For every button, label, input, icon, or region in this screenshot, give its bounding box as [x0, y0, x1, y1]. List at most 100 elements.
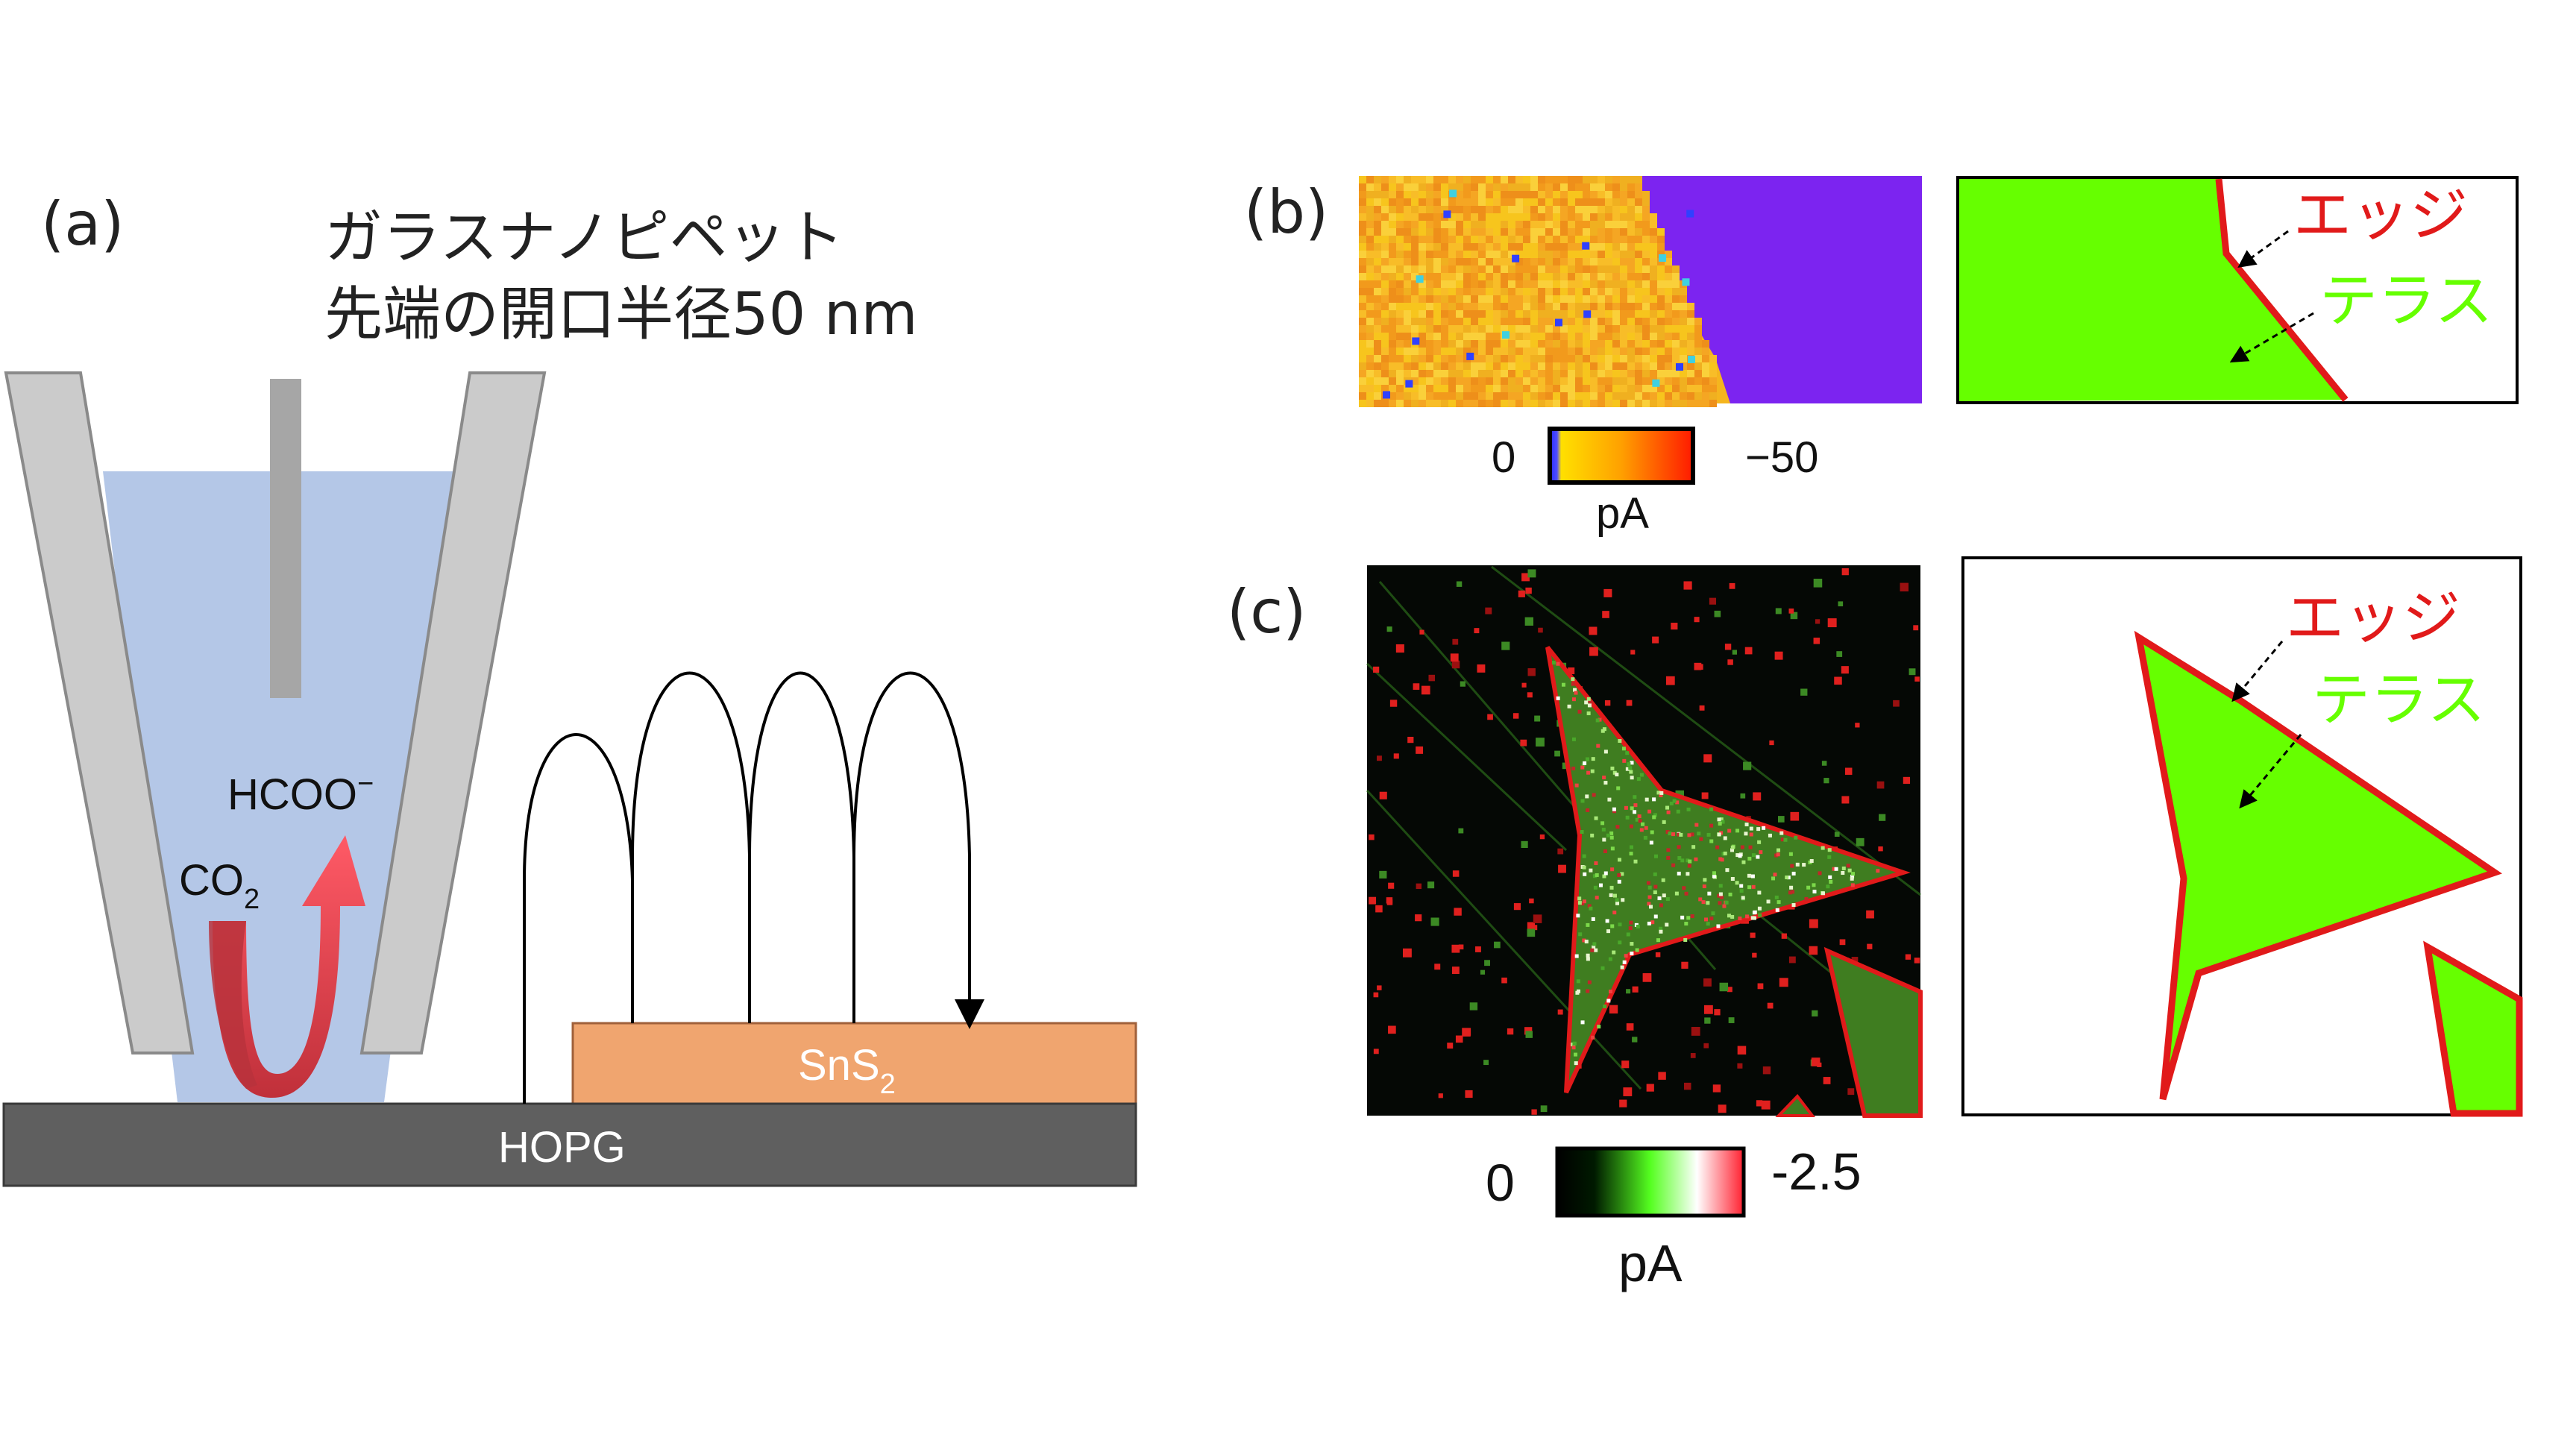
map-c-flake-pixel [1661, 878, 1665, 882]
map-b-pixel [1575, 303, 1583, 310]
map-c-flake-pixel [1740, 845, 1744, 849]
map-b-pixel [1568, 295, 1575, 303]
map-c-flake-pixel [1748, 845, 1753, 849]
map-b-pixel [1530, 213, 1538, 221]
map-c-flake-pixel [1707, 891, 1712, 896]
map-c-flake-pixel [1751, 884, 1756, 889]
map-c-flake-pixel [1630, 776, 1634, 780]
map-b-pixel [1553, 400, 1560, 407]
map-b-pixel [1396, 310, 1404, 318]
map-b-pixel [1553, 280, 1560, 288]
map-b-pixel [1560, 176, 1568, 183]
map-c-speckle [1790, 811, 1800, 821]
map-c-flake-pixel [1593, 885, 1598, 890]
map-b-pixel [1493, 303, 1501, 310]
colorbar-b-min: 0 [1492, 433, 1515, 482]
map-b-pixel [1396, 362, 1404, 370]
map-b-pixel [1419, 213, 1426, 221]
map-b-pixel [1672, 392, 1680, 400]
map-c-flake-pixel [1580, 902, 1585, 906]
map-b-pixel [1680, 348, 1687, 355]
map-b-pixel [1471, 213, 1478, 221]
map-b-pixel [1389, 176, 1396, 183]
map-b-pixel [1657, 280, 1665, 288]
map-b-pixel [1545, 362, 1553, 370]
map-b-pixel [1687, 370, 1694, 377]
map-b-pixel [1635, 273, 1642, 280]
map-b-pixel [1478, 392, 1486, 400]
map-c-flake-pixel [1600, 821, 1605, 826]
map-b-pixel [1508, 288, 1515, 295]
map-b-pixel [1627, 265, 1635, 273]
map-b-pixel [1359, 213, 1366, 221]
map-c-flake-pixel [1717, 893, 1721, 898]
map-b-pixel [1411, 206, 1419, 213]
map-b-pixel [1404, 258, 1411, 265]
map-c-flake-pixel [1653, 813, 1657, 817]
map-c-flake-pixel [1624, 954, 1628, 958]
map-b-pixel [1590, 236, 1598, 243]
map-b-pixel [1381, 325, 1389, 333]
map-b-pixel [1463, 183, 1471, 191]
map-c-speckle [1458, 944, 1464, 950]
map-b-pixel [1374, 206, 1381, 213]
map-c-speckle [1732, 650, 1738, 655]
map-b-pixel [1374, 251, 1381, 258]
map-b-pixel [1389, 251, 1396, 258]
map-b-pixel [1538, 280, 1545, 288]
map-b-pixel [1523, 273, 1530, 280]
map-c-flake-pixel [1779, 831, 1784, 835]
map-b-pixel [1471, 191, 1478, 198]
map-b-pixel [1545, 310, 1553, 318]
map-b-pixel [1612, 176, 1620, 183]
map-c-flake-pixel [1847, 868, 1852, 873]
terrace-pointer-c [2239, 734, 2302, 809]
map-b-pixel [1426, 228, 1433, 236]
map-b-pixel [1463, 377, 1471, 385]
map-b-pixel [1463, 221, 1471, 228]
map-b-pixel [1404, 392, 1411, 400]
map-b-pixel [1515, 310, 1523, 318]
map-b-pixel [1568, 213, 1575, 221]
map-b-pixel [1515, 400, 1523, 407]
map-b-pixel [1635, 251, 1642, 258]
map-b-pixel [1419, 265, 1426, 273]
map-c-speckle [1752, 952, 1757, 958]
map-b-pixel [1598, 183, 1605, 191]
map-b-pixel [1515, 176, 1523, 183]
map-b-pixel [1448, 377, 1456, 385]
map-c-flake-pixel [1756, 827, 1761, 832]
map-c-flake-pixel [1749, 832, 1753, 837]
map-b-pixel [1441, 288, 1448, 295]
map-b-pixel [1493, 280, 1501, 288]
map-b-pixel [1471, 318, 1478, 325]
map-b-pixel [1374, 258, 1381, 265]
map-b-pixel [1404, 243, 1411, 251]
map-b-pixel [1672, 333, 1680, 340]
map-c-flake-pixel [1657, 896, 1662, 901]
map-b-pixel [1627, 288, 1635, 295]
map-b-pixel [1672, 273, 1680, 280]
map-c-speckle [1477, 664, 1486, 673]
map-b-pixel [1575, 221, 1583, 228]
map-c-speckle [1697, 664, 1703, 670]
map-b-pixel [1523, 265, 1530, 273]
electrolyte [103, 471, 466, 1102]
map-b-pixel [1523, 295, 1530, 303]
map-b-pixel [1501, 325, 1508, 333]
map-c-speckle [1753, 792, 1762, 801]
map-b-pixel [1419, 288, 1426, 295]
map-b-pixel [1598, 236, 1605, 243]
map-b-pixel [1396, 191, 1404, 198]
map-b-pixel [1508, 295, 1515, 303]
map-b-pixel [1404, 325, 1411, 333]
map-b-pixel [1590, 370, 1598, 377]
map-b-pixel [1538, 310, 1545, 318]
map-b-pixel [1411, 288, 1419, 295]
map-b-pixel [1508, 221, 1515, 228]
map-b-pixel [1657, 377, 1665, 385]
map-c-flake-pixel [1589, 700, 1593, 705]
map-b-pixel [1590, 333, 1598, 340]
map-b-pixel [1411, 251, 1419, 258]
map-b-pixel [1605, 213, 1612, 221]
